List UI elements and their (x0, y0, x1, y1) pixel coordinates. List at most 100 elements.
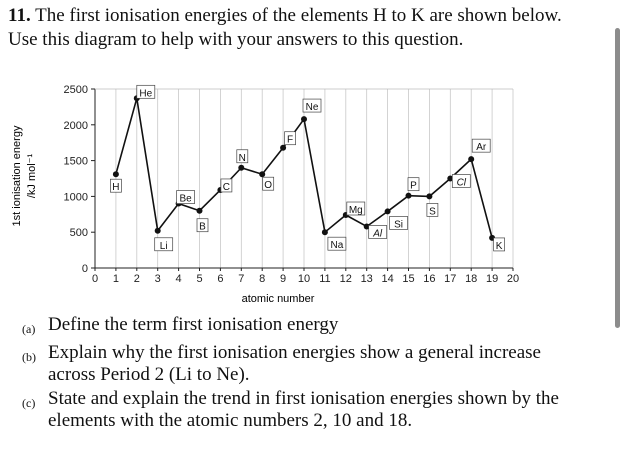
point-label: Be (179, 194, 192, 205)
y-tick-label: 2000 (64, 120, 88, 132)
point-label-box (154, 237, 174, 252)
data-point (468, 156, 475, 163)
x-tick-label: 15 (402, 273, 414, 285)
x-tick-label: 12 (340, 273, 352, 285)
point-label: Al (372, 228, 383, 239)
point-label-box (196, 218, 209, 233)
point-label: O (264, 180, 272, 191)
point-label-box (220, 178, 233, 193)
x-tick-label: 18 (465, 273, 477, 285)
point-label: H (112, 182, 119, 193)
x-tick-label: 1 (113, 273, 119, 285)
point-label-box (426, 203, 439, 217)
data-point (196, 207, 203, 214)
point-label: N (239, 153, 246, 164)
point-label: He (139, 88, 152, 99)
x-tick-label: 19 (486, 273, 498, 285)
data-point (363, 223, 370, 230)
question-parts: (a) Define the term first ionisation ene… (22, 314, 582, 434)
data-point (384, 208, 391, 215)
part-c: (c) State and explain the trend in first… (22, 388, 582, 432)
point-label: Mg (349, 205, 363, 216)
x-tick-label: 9 (280, 273, 286, 285)
point-label: Cl (457, 178, 467, 189)
point-label-box (284, 131, 296, 146)
y-tick-label: 1000 (64, 191, 88, 203)
point-label: Ne (306, 102, 319, 113)
y-axis-label-line1: 1st ionisation energy (11, 125, 23, 226)
x-tick-label: 20 (507, 273, 519, 285)
part-c-text: State and explain the trend in first ion… (48, 388, 559, 431)
point-label-box (110, 178, 122, 193)
point-label: Na (331, 240, 344, 251)
x-tick-label: 0 (92, 273, 98, 285)
part-a-text: Define the term first ionisation energy (48, 314, 339, 335)
scrollbar[interactable] (615, 28, 620, 328)
data-point (259, 171, 266, 178)
data-point (112, 171, 119, 178)
point-label: S (429, 206, 436, 217)
point-label: Ar (476, 142, 487, 153)
x-tick-label: 4 (176, 273, 182, 285)
data-point (301, 116, 307, 123)
x-tick-label: 6 (217, 273, 223, 285)
x-tick-label: 11 (319, 273, 330, 285)
point-label-box (236, 149, 249, 164)
point-label: Li (160, 241, 168, 252)
x-axis-label: atomic number (242, 293, 315, 305)
y-tick-label: 2500 (64, 84, 88, 96)
data-point (426, 193, 433, 200)
data-point (280, 144, 287, 151)
part-b-label: (b) (22, 350, 36, 364)
chart-point-labels: H He Li Be B C N O F Ne Na Mg Al Si P S Cl Ar K (110, 84, 505, 252)
point-label-box (302, 98, 322, 113)
question-number: 11. (8, 5, 31, 26)
x-tick-label: 2 (134, 273, 140, 285)
x-tick-label: 7 (238, 273, 244, 285)
data-point (238, 164, 245, 171)
point-label-box (327, 236, 347, 251)
point-label-box (389, 216, 408, 230)
data-point (154, 227, 161, 234)
point-label-box (493, 237, 505, 252)
point-label: Si (394, 219, 403, 230)
x-tick-label: 3 (155, 273, 161, 285)
part-a-label: (a) (22, 322, 36, 336)
chart-points (112, 95, 496, 241)
point-label: F (287, 135, 293, 146)
y-axis-label-line2: /kJ mol⁻¹ (26, 154, 38, 199)
x-tick-label: 5 (196, 273, 202, 285)
point-label-box (136, 84, 156, 99)
question-text: The first ionisation energies of the ele… (8, 5, 562, 50)
y-tick-label: 0 (82, 263, 88, 275)
point-label-box (346, 201, 366, 216)
question-title: 11. The first ionisation energies of the… (8, 4, 568, 52)
x-tick-label: 10 (298, 273, 310, 285)
point-label-box (262, 176, 275, 191)
point-label-box (368, 225, 388, 239)
x-tick-label: 16 (423, 273, 435, 285)
x-tick-label: 17 (444, 273, 456, 285)
point-label-box (451, 174, 471, 188)
x-tick-label: 8 (259, 273, 265, 285)
point-label: P (410, 181, 417, 192)
point-label: B (199, 222, 206, 233)
data-point (405, 192, 412, 199)
point-label-box (176, 190, 195, 204)
data-point (447, 175, 454, 182)
data-point (321, 229, 328, 236)
x-tick-label: 14 (381, 273, 393, 285)
x-tick-label: 13 (361, 273, 373, 285)
part-b-text: Explain why the first ionisation energie… (48, 342, 541, 385)
point-label: K (496, 241, 503, 252)
point-label: C (223, 182, 230, 193)
part-b: (b) Explain why the first ionisation ene… (22, 342, 582, 386)
y-tick-label: 1500 (64, 156, 88, 168)
point-label-box (407, 177, 420, 192)
part-a: (a) Define the term first ionisation ene… (22, 314, 582, 340)
point-label-box (471, 138, 491, 153)
y-tick-label: 500 (70, 227, 88, 239)
part-c-label: (c) (22, 396, 36, 410)
